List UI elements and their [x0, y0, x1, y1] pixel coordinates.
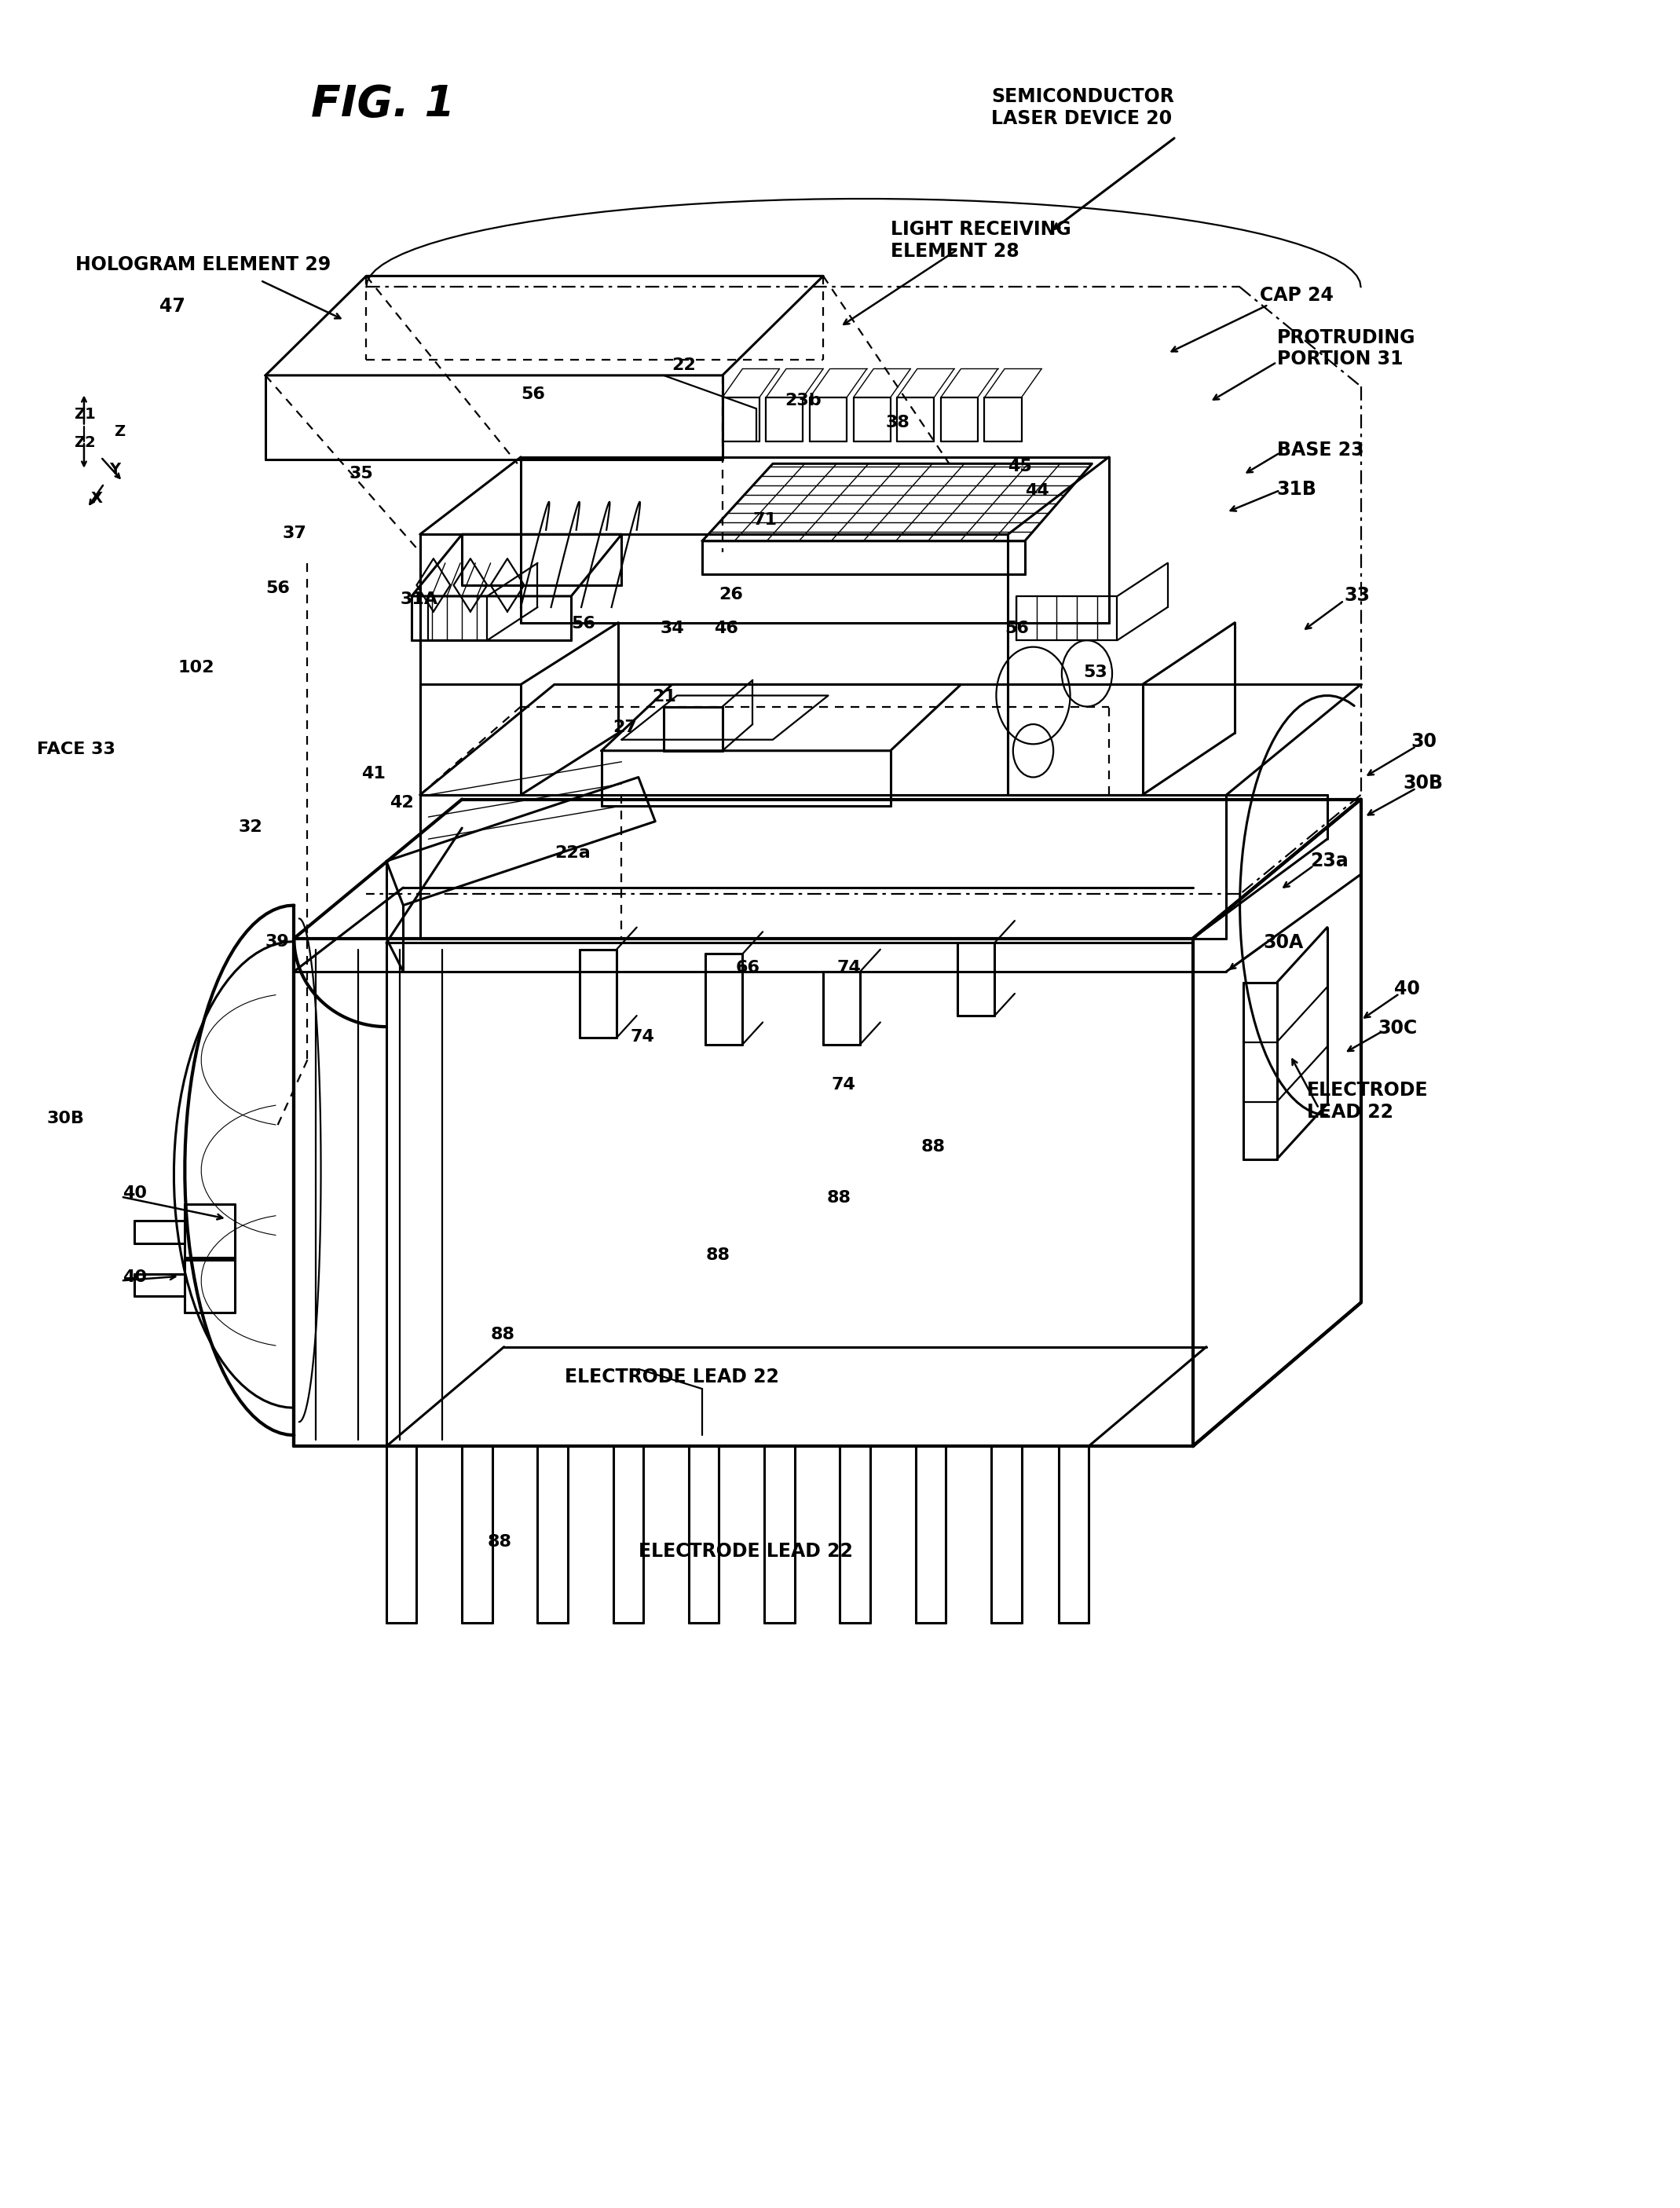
Text: 88: 88	[921, 1139, 944, 1155]
Text: 74: 74	[630, 1029, 654, 1044]
Text: Z2: Z2	[74, 435, 96, 450]
Text: 56: 56	[265, 581, 289, 596]
Text: SEMICONDUCTOR
LASER DEVICE 20: SEMICONDUCTOR LASER DEVICE 20	[991, 88, 1174, 128]
Text: 44: 44	[1025, 484, 1048, 499]
Text: 56: 56	[521, 386, 544, 402]
Text: CAP 24: CAP 24	[1260, 285, 1334, 305]
Text: 47: 47	[160, 296, 185, 316]
Text: 38: 38	[885, 415, 909, 431]
Text: 41: 41	[361, 766, 385, 782]
Text: ELECTRODE LEAD 22: ELECTRODE LEAD 22	[638, 1541, 853, 1561]
Text: 30B: 30B	[1403, 773, 1443, 793]
Text: 35: 35	[349, 466, 373, 481]
Text: 34: 34	[660, 620, 684, 636]
Text: 22a: 22a	[554, 846, 590, 861]
Text: 21: 21	[652, 689, 675, 704]
Text: 37: 37	[282, 526, 306, 541]
Text: FIG. 1: FIG. 1	[311, 84, 455, 126]
Text: ELECTRODE LEAD 22: ELECTRODE LEAD 22	[564, 1367, 780, 1387]
Text: LIGHT RECEIVING
ELEMENT 28: LIGHT RECEIVING ELEMENT 28	[890, 221, 1070, 261]
Text: 26: 26	[719, 587, 743, 603]
Text: 46: 46	[714, 620, 738, 636]
Text: 88: 88	[827, 1190, 850, 1206]
Text: 66: 66	[736, 960, 759, 976]
Text: 40: 40	[123, 1186, 146, 1201]
Text: 30A: 30A	[1263, 932, 1304, 952]
Text: Z: Z	[114, 424, 126, 439]
Text: HOLOGRAM ELEMENT 29: HOLOGRAM ELEMENT 29	[76, 254, 331, 274]
Text: 31B: 31B	[1277, 479, 1317, 499]
Text: Z1: Z1	[74, 406, 96, 422]
Text: 74: 74	[832, 1078, 855, 1093]
Text: 53: 53	[1084, 665, 1107, 680]
Text: 27: 27	[613, 720, 637, 735]
Text: PROTRUDING
PORTION 31: PROTRUDING PORTION 31	[1277, 329, 1416, 369]
Text: 71: 71	[753, 512, 776, 528]
Text: 30: 30	[1411, 731, 1436, 751]
Text: Y: Y	[109, 461, 121, 477]
Text: 22: 22	[672, 358, 696, 373]
Text: 45: 45	[1008, 459, 1032, 475]
Text: 88: 88	[706, 1248, 729, 1263]
Text: 40: 40	[1394, 978, 1420, 998]
Text: 30B: 30B	[47, 1111, 84, 1126]
Text: 88: 88	[487, 1535, 511, 1550]
Text: 39: 39	[265, 934, 289, 949]
Text: 33: 33	[1344, 585, 1369, 605]
Text: 40: 40	[123, 1270, 146, 1285]
Text: 56: 56	[571, 616, 595, 631]
Text: X: X	[91, 490, 102, 506]
Text: BASE 23: BASE 23	[1277, 439, 1364, 459]
Text: 23b: 23b	[785, 393, 822, 408]
Text: 88: 88	[491, 1327, 514, 1342]
Text: 31A: 31A	[400, 592, 437, 607]
Text: FACE 33: FACE 33	[37, 742, 116, 757]
Text: ELECTRODE
LEAD 22: ELECTRODE LEAD 22	[1307, 1082, 1428, 1122]
Text: 42: 42	[390, 795, 413, 810]
Text: 23a: 23a	[1310, 850, 1349, 870]
Text: 102: 102	[178, 660, 215, 676]
Text: 74: 74	[837, 960, 860, 976]
Text: 56: 56	[1005, 620, 1028, 636]
Text: 32: 32	[239, 819, 262, 835]
Text: 30C: 30C	[1378, 1018, 1416, 1038]
